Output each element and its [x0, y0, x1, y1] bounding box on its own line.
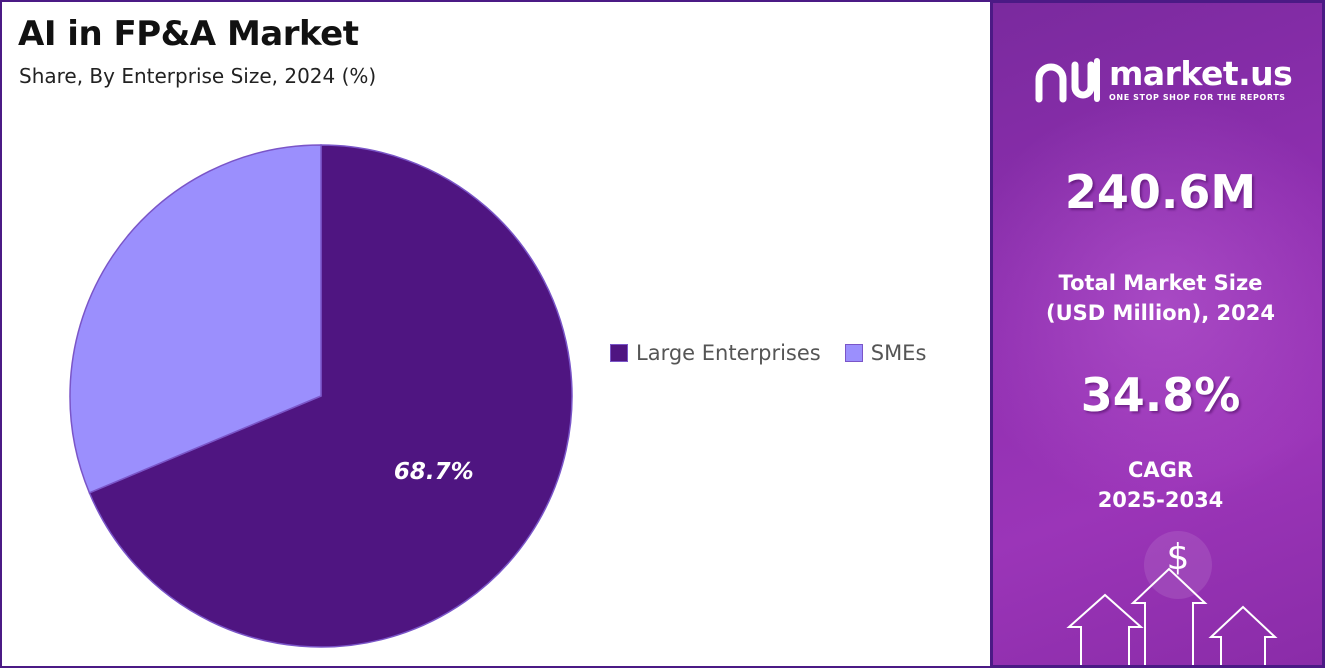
market-size-label-line1: Total Market Size [1058, 271, 1263, 295]
arrow-up-icon-center [1130, 567, 1208, 665]
brand-name: market.us [1109, 53, 1293, 93]
summary-sidebar: market.us ONE STOP SHOP FOR THE REPORTS … [990, 0, 1325, 668]
growth-arrows-decoration: $ [1066, 531, 1278, 665]
chart-panel: AI in FP&A Market Share, By Enterprise S… [0, 0, 990, 668]
chart-title: AI in FP&A Market [18, 14, 359, 54]
arrow-up-icon-right [1208, 605, 1278, 665]
market-size-value: 240.6M [1064, 165, 1257, 219]
market-size-label-line2: (USD Million), 2024 [1046, 301, 1275, 325]
cagr-value: 34.8% [1080, 368, 1241, 422]
legend-swatch-smes [844, 344, 863, 362]
pie-slice-smes [69, 144, 322, 494]
pie-chart: 68.7% [69, 144, 573, 648]
coin-circle-icon [1144, 531, 1212, 599]
pie-slice-large-enterprises [88, 144, 573, 648]
dollar-sign-icon: $ [1167, 537, 1190, 578]
cagr-label-line1: CAGR [1127, 458, 1194, 482]
legend-label-smes: SMEs [870, 341, 927, 365]
brand-logo: market.us ONE STOP SHOP FOR THE REPORTS [1033, 53, 1293, 105]
pie-data-label-large-enterprises: 68.7% [394, 459, 474, 485]
chart-legend: Large Enterprises SMEs [610, 341, 950, 365]
legend-item-smes: SMEs [844, 341, 927, 365]
brand-tagline: ONE STOP SHOP FOR THE REPORTS [1109, 92, 1286, 102]
legend-label-large-enterprises: Large Enterprises [636, 341, 821, 365]
cagr-label-line2: 2025-2034 [1097, 488, 1224, 512]
chart-subtitle: Share, By Enterprise Size, 2024 (%) [19, 64, 377, 88]
arrow-up-icon-left [1066, 593, 1144, 665]
legend-swatch-large-enterprises [610, 344, 628, 362]
legend-item-large-enterprises: Large Enterprises [610, 341, 821, 365]
background-glow [993, 93, 1322, 513]
market-us-logo-icon [1035, 58, 1100, 103]
